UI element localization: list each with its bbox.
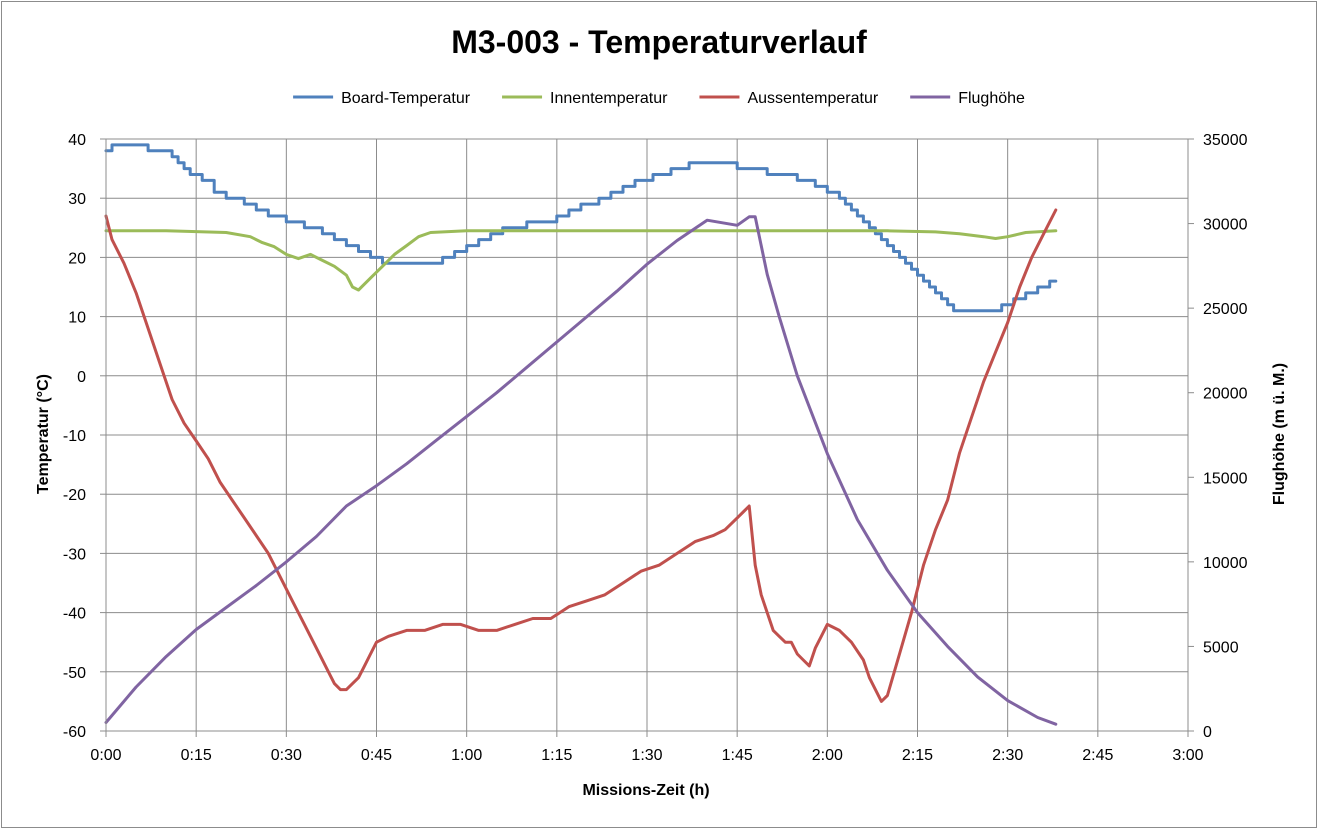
legend-item-aussentemperatur: Aussentemperatur [699, 90, 879, 107]
y2-tick-label: 0 [1203, 724, 1212, 741]
legend-label: Board-Temperatur [341, 90, 471, 107]
x-tick-label: 0:30 [271, 747, 302, 764]
x-tick-label: 2:15 [902, 747, 933, 764]
legend-label: Aussentemperatur [747, 90, 878, 107]
x-tick-label: 1:15 [541, 747, 572, 764]
x-tick-label: 1:30 [631, 747, 662, 764]
x-tick-label: 0:15 [181, 747, 212, 764]
legend-item-flugh-he: Flughöhe [910, 90, 1025, 107]
x-tick-label: 2:00 [812, 747, 843, 764]
legend-label: Flughöhe [958, 90, 1025, 107]
y-tick-label: 30 [68, 191, 86, 208]
y-axis-label: Temperatur (°C) [35, 374, 52, 494]
x-tick-label: 3:00 [1172, 747, 1203, 764]
y-tick-label: -60 [63, 724, 86, 741]
series-line-board-temperatur [104, 143, 1058, 313]
axes [100, 138, 1194, 737]
y-tick-label: -40 [63, 606, 86, 623]
x-tick-label: 1:45 [722, 747, 753, 764]
plot-area-border [105, 138, 1189, 732]
y2-tick-label: 35000 [1203, 132, 1248, 149]
y2-axis-label: Flughöhe (m ü. M.) [1271, 363, 1288, 505]
y-tick-label: -50 [63, 665, 86, 682]
tick-labels: 0:00 0:15 0:30 0:45 1:00 1:15 1:30 1:45 2:00 2:15… [63, 132, 1248, 764]
y-tick-label: 20 [68, 250, 86, 267]
y-tick-label: -30 [63, 546, 86, 563]
series-line-innentemperatur [104, 229, 1058, 292]
y2-tick-label: 10000 [1203, 555, 1248, 572]
y-tick-label: 0 [77, 369, 86, 386]
x-tick-label: 0:45 [361, 747, 392, 764]
x-tick-label: 0:00 [90, 747, 121, 764]
chart-title: M3-003 - Temperaturverlauf [451, 24, 867, 60]
x-tick-label: 2:30 [992, 747, 1023, 764]
y-tick-label: -20 [63, 487, 86, 504]
y-tick-label: 10 [68, 310, 86, 327]
y2-tick-label: 5000 [1203, 639, 1239, 656]
legend: Board-Temperatur Innentemperatur Aussentem… [293, 90, 1025, 107]
y2-tick-label: 25000 [1203, 301, 1248, 318]
x-tick-label: 2:45 [1082, 747, 1113, 764]
y2-tick-label: 20000 [1203, 386, 1248, 403]
x-axis-label: Missions-Zeit (h) [582, 782, 709, 799]
x-tick-label: 1:00 [451, 747, 482, 764]
legend-item-innentemperatur: Innentemperatur [502, 90, 668, 107]
series-line-flugh-he [104, 215, 1058, 726]
y-tick-label: -10 [63, 428, 86, 445]
y-tick-label: 40 [68, 132, 86, 149]
y2-tick-label: 15000 [1203, 470, 1248, 487]
legend-item-board-temperatur: Board-Temperatur [293, 90, 471, 107]
series-line-aussentemperatur [104, 208, 1058, 703]
series-layer [104, 143, 1058, 726]
legend-label: Innentemperatur [550, 90, 668, 107]
y2-tick-label: 30000 [1203, 217, 1248, 234]
